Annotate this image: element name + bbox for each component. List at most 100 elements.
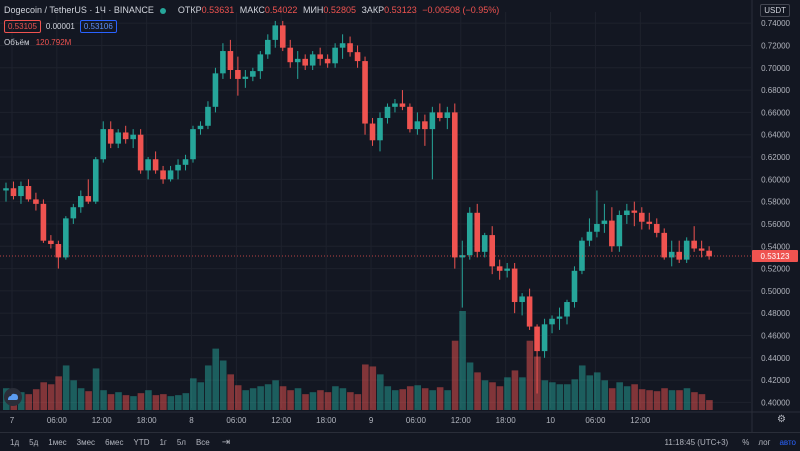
candle xyxy=(466,207,473,260)
price-chart[interactable]: 0.40000 0.42000 0.44000 0.46000 0.48000 0.500… xyxy=(0,0,800,432)
volume-legend[interactable]: Объём 120.792M xyxy=(4,38,71,47)
volume-bar xyxy=(77,388,85,410)
volume-bar xyxy=(429,390,436,410)
range-1m-button[interactable]: 1мес xyxy=(48,437,67,447)
calendar-range-icon[interactable]: ⇥ xyxy=(221,436,231,448)
candle xyxy=(220,43,226,79)
percent-scale-button[interactable]: % xyxy=(742,437,750,447)
candle xyxy=(549,315,555,334)
candle xyxy=(369,117,376,146)
volume-bar xyxy=(593,372,601,410)
candle xyxy=(347,36,353,57)
volume-bar xyxy=(481,380,489,410)
volume-bar xyxy=(197,382,205,410)
candle xyxy=(63,216,69,260)
volume-bar xyxy=(489,382,496,410)
volume-bar xyxy=(623,386,631,410)
range-5y-button[interactable]: 5л xyxy=(176,437,186,447)
volume-bar xyxy=(683,388,691,410)
tradingview-logo-icon[interactable] xyxy=(4,388,22,406)
time-tick-label: 06:00 xyxy=(226,416,247,425)
candle xyxy=(384,103,391,124)
time-axis[interactable]: 7 06:00 12:00 18:00 8 06:00 12:00 18:00 9 06:00 12… xyxy=(10,416,651,425)
candle xyxy=(407,103,413,133)
candle xyxy=(489,226,495,275)
auto-scale-button[interactable]: авто xyxy=(779,437,796,447)
volume-bar xyxy=(369,366,377,410)
range-1y-button[interactable]: 1г xyxy=(159,437,167,447)
low-label: МИН xyxy=(302,5,324,15)
price-tick-label: 0.74000 xyxy=(761,19,790,28)
open-value: 0.53631 xyxy=(201,5,235,15)
volume-bar xyxy=(406,386,414,410)
price-tick-label: 0.64000 xyxy=(761,131,790,140)
clock-timezone[interactable]: 11:18:45 (UTC+3) xyxy=(664,437,729,447)
candle xyxy=(85,179,92,204)
volume-bar xyxy=(47,384,55,410)
candle xyxy=(339,34,346,59)
candle xyxy=(496,259,503,280)
price-axis[interactable]: 0.40000 0.42000 0.44000 0.46000 0.48000 0.500… xyxy=(761,19,790,407)
currency-badge[interactable]: USDT xyxy=(760,4,790,17)
time-tick-label: 06:00 xyxy=(406,416,427,425)
candle xyxy=(115,129,121,149)
bottom-right-info: 11:18:45 (UTC+3) % лог авто xyxy=(656,433,796,451)
candle xyxy=(519,293,525,316)
range-5d-button[interactable]: 5д xyxy=(29,437,39,447)
candle xyxy=(265,34,271,59)
price-tick-label: 0.50000 xyxy=(761,287,790,296)
volume-bar xyxy=(391,390,399,410)
time-tick-label: 12:00 xyxy=(92,416,113,425)
bid-ask-row: 0.53105 0.00001 0.53106 xyxy=(4,20,117,33)
log-scale-button[interactable]: лог xyxy=(758,437,771,447)
candle xyxy=(444,106,451,130)
range-1d-button[interactable]: 1д xyxy=(10,437,20,447)
volume-bar xyxy=(70,380,77,410)
volume-bar xyxy=(578,365,586,410)
volume-bar xyxy=(571,379,579,410)
volume-bar xyxy=(519,377,526,410)
volume-bar xyxy=(691,392,698,410)
settings-gear-icon[interactable]: ⚙ xyxy=(777,414,786,425)
candle xyxy=(33,192,39,211)
last-price-label: 0.53123 xyxy=(761,252,790,261)
symbol-title[interactable]: Dogecoin / TetherUS · 1Ч · BINANCE xyxy=(4,5,154,15)
buy-button[interactable]: 0.53106 xyxy=(79,20,117,33)
volume-bar xyxy=(496,386,504,410)
volume-bar xyxy=(564,384,571,410)
candle xyxy=(294,51,301,79)
volume-bar xyxy=(115,392,122,410)
candle xyxy=(601,203,608,233)
candle xyxy=(691,226,697,252)
volume-bar xyxy=(317,390,324,410)
range-all-button[interactable]: Все xyxy=(195,437,210,447)
candle xyxy=(474,203,481,258)
volume-bar xyxy=(294,388,302,410)
candle xyxy=(534,324,540,394)
volume-bar xyxy=(332,386,339,410)
volume-bar xyxy=(541,380,549,410)
candle xyxy=(332,43,338,68)
candle xyxy=(145,157,151,180)
candle xyxy=(78,190,84,213)
time-tick-label: 12:00 xyxy=(630,416,651,425)
candle xyxy=(190,125,196,163)
volume-bar xyxy=(421,388,429,410)
candle xyxy=(40,199,47,243)
volume-bar xyxy=(302,394,309,410)
volume-bar xyxy=(459,311,466,410)
candle xyxy=(205,101,211,130)
sell-button[interactable]: 0.53105 xyxy=(4,20,41,33)
range-ytd-button[interactable]: YTD xyxy=(133,437,150,447)
time-tick-label: 8 xyxy=(189,416,194,425)
range-6m-button[interactable]: 6мес xyxy=(105,437,124,447)
price-tick-label: 0.46000 xyxy=(761,331,790,340)
volume-bar xyxy=(668,390,676,410)
candle xyxy=(706,246,712,260)
volume-bar xyxy=(698,394,706,410)
time-tick-label: 12:00 xyxy=(271,416,292,425)
volume-bar xyxy=(167,396,175,410)
range-3m-button[interactable]: 3мес xyxy=(76,437,96,447)
time-tick-label: 18:00 xyxy=(316,416,337,425)
volume-bar xyxy=(279,386,287,410)
